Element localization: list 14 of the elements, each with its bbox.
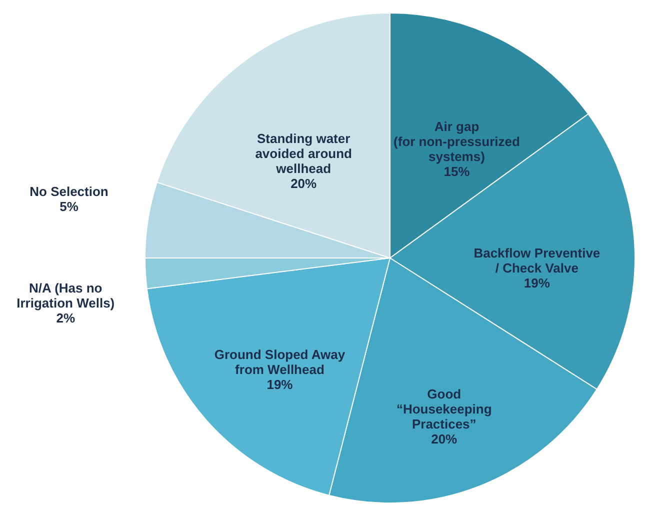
slice-label: Standing water avoided around wellhead	[255, 131, 352, 176]
slice-label: Good “Housekeeping Practices”	[396, 386, 492, 432]
data-label: 19%	[266, 377, 294, 392]
slice-label: Backflow Preventive / Check Valve	[474, 245, 600, 276]
data-label: 2%	[56, 310, 76, 326]
slice-label: Air gap (for non-pressurized systems)	[394, 119, 520, 164]
slice-label: No Selection	[30, 184, 108, 200]
data-label: 19%	[524, 275, 550, 290]
slice-label: N/A (Has no Irrigation Wells)	[16, 280, 115, 310]
data-label: 15%	[444, 164, 470, 180]
data-label: 20%	[431, 432, 458, 447]
data-label: 20%	[290, 176, 318, 192]
slice-label: Ground Sloped Away from Wellhead	[214, 347, 346, 378]
data-label: 5%	[60, 199, 79, 214]
